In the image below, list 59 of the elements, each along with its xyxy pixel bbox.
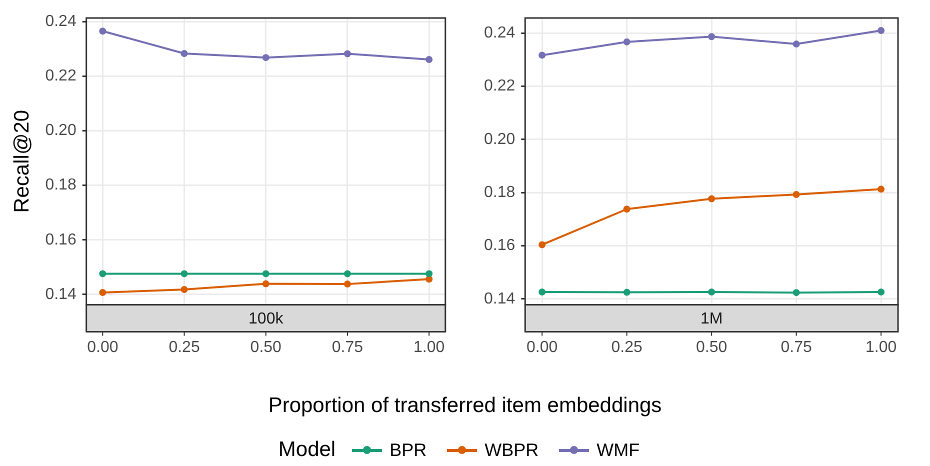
y-tick-label: 0.18 [484, 184, 516, 202]
y-tick-label: 0.16 [45, 231, 76, 248]
point [344, 280, 351, 288]
point [878, 186, 885, 193]
point [99, 28, 106, 35]
y-tick-label: 0.20 [45, 122, 76, 140]
y-tick-label: 0.20 [484, 130, 516, 148]
legend-label: WBPR [484, 440, 539, 460]
point [708, 195, 716, 202]
point [538, 52, 546, 59]
point [538, 241, 546, 248]
y-tick-label: 0.24 [45, 12, 76, 30]
point [262, 54, 270, 62]
point [792, 289, 800, 296]
y-tick-label: 0.24 [484, 24, 516, 42]
x-tick-label: 0.75 [780, 338, 812, 356]
y-tick-label: 0.18 [45, 176, 76, 194]
x-tick-label: 1.00 [413, 338, 445, 356]
legend-title: Model [278, 438, 336, 462]
point [623, 206, 630, 213]
point [180, 286, 188, 294]
y-tick-label: 0.22 [484, 78, 516, 95]
x-tick-label: 0.75 [332, 338, 364, 356]
point [878, 26, 885, 34]
point [344, 270, 351, 278]
point [180, 270, 188, 278]
text: 1M [700, 310, 723, 328]
x-tick-label: 0.25 [611, 338, 643, 356]
x-tick-label: 0.50 [250, 338, 282, 356]
point [792, 190, 800, 198]
point [180, 50, 188, 57]
x-tick-label: 0.00 [87, 338, 118, 356]
y-axis-title: Recall@20 [10, 110, 34, 213]
point [623, 288, 630, 296]
point [708, 33, 716, 40]
legend-label: WMF [596, 440, 640, 460]
point [99, 289, 106, 296]
point [538, 288, 546, 296]
point [262, 270, 270, 278]
y-tick-label: 0.16 [484, 237, 516, 254]
point [344, 50, 351, 58]
y-tick-label: 0.14 [484, 290, 516, 308]
point [426, 270, 433, 278]
x-tick-label: 0.25 [168, 338, 200, 356]
point [426, 56, 433, 63]
point [99, 270, 106, 278]
x-tick-label: 0.00 [526, 338, 558, 356]
x-axis-title: Proportion of transferred item embeddings [267, 394, 663, 418]
legend-label: BPR [390, 440, 427, 460]
point [792, 40, 800, 48]
y-tick-label: 0.14 [45, 286, 76, 303]
x-tick-label: 1.00 [865, 338, 897, 356]
point [878, 288, 885, 296]
text: 100k [248, 310, 284, 328]
point [262, 280, 270, 288]
x-tick-label: 0.50 [696, 338, 728, 356]
y-tick-label: 0.22 [45, 68, 76, 85]
point [708, 288, 716, 296]
point [623, 38, 630, 46]
